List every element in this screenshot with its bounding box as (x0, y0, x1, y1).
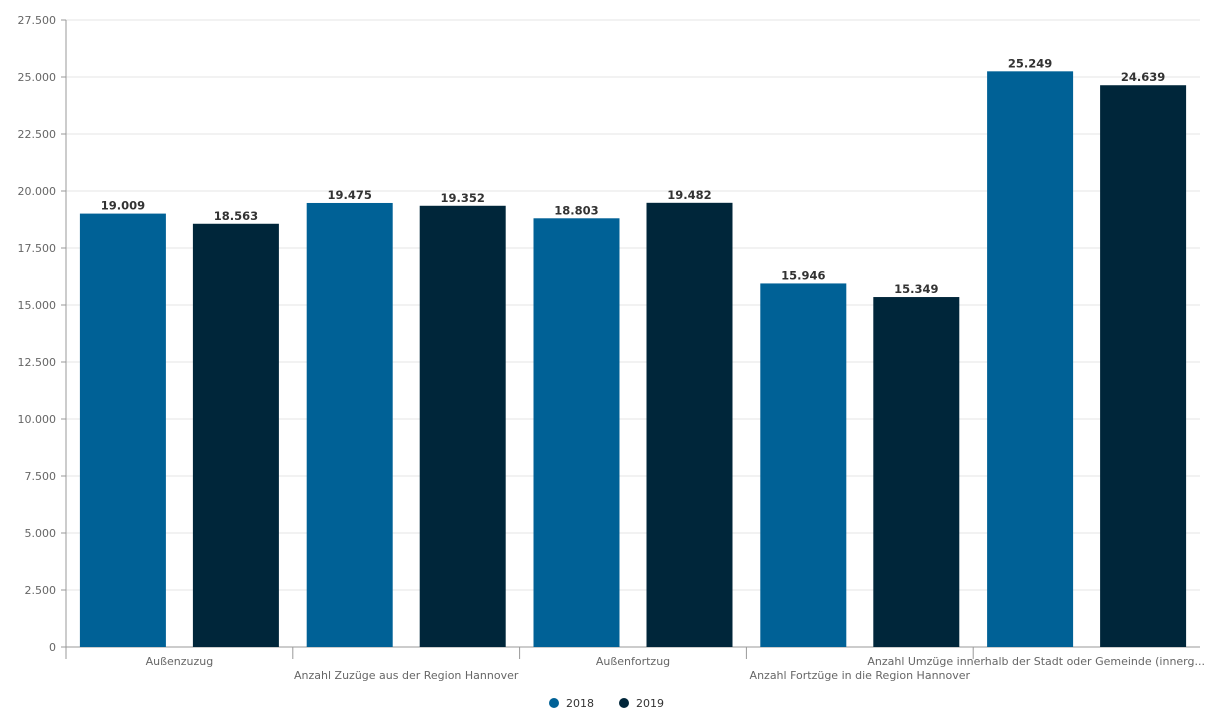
data-label: 18.803 (554, 203, 598, 217)
x-category-label: Anzahl Fortzüge in die Region Hannover (750, 669, 971, 682)
bar-2018-1[interactable] (306, 202, 393, 647)
bar-2019-0[interactable] (192, 223, 279, 647)
x-category-label: Außenfortzug (596, 655, 670, 668)
legend-label[interactable]: 2018 (566, 697, 594, 710)
data-label: 19.352 (441, 191, 485, 205)
x-category-label: Anzahl Zuzüge aus der Region Hannover (294, 669, 519, 682)
legend-marker-2019[interactable] (619, 698, 629, 708)
legend-label[interactable]: 2019 (636, 697, 664, 710)
x-category-label: Anzahl Umzüge innerhalb der Stadt oder G… (867, 655, 1205, 668)
y-tick-label: 22.500 (18, 128, 57, 141)
data-label: 25.249 (1008, 56, 1052, 70)
bar-2019-2[interactable] (646, 202, 733, 647)
y-tick-label: 15.000 (18, 299, 57, 312)
bar-2018-0[interactable] (79, 213, 166, 648)
y-tick-label: 17.500 (18, 242, 57, 255)
bars (79, 71, 1187, 648)
y-tick-label: 27.500 (18, 14, 57, 27)
data-label: 15.946 (781, 268, 825, 282)
data-label: 19.482 (667, 188, 711, 202)
data-label: 19.475 (328, 188, 372, 202)
x-category-label: Außenzuzug (146, 655, 214, 668)
bar-2019-4[interactable] (1100, 85, 1187, 648)
y-tick-label: 20.000 (18, 185, 57, 198)
data-label: 24.639 (1121, 70, 1165, 84)
y-tick-label: 7.500 (25, 470, 57, 483)
bar-2018-3[interactable] (760, 283, 847, 647)
bar-2018-2[interactable] (533, 218, 620, 647)
data-label: 15.349 (894, 282, 938, 296)
data-labels: 19.009 18.563 19.475 19.352 18.803 19.482 15.9… (101, 56, 1166, 296)
legend[interactable]: 2018 2019 (549, 697, 664, 710)
bar-2019-1[interactable] (419, 205, 506, 647)
bar-2019-3[interactable] (873, 297, 960, 647)
data-label: 19.009 (101, 199, 145, 213)
legend-marker-2018[interactable] (549, 698, 559, 708)
y-tick-label: 2.500 (25, 584, 57, 597)
y-tick-label: 12.500 (18, 356, 57, 369)
y-tick-label: 25.000 (18, 71, 57, 84)
data-label: 18.563 (214, 209, 258, 223)
bar-2018-4[interactable] (987, 71, 1074, 647)
axes: 0 2.500 5.000 7.500 10.000 12.500 15.000 17.500… (18, 14, 1206, 682)
y-tick-label: 5.000 (25, 527, 57, 540)
y-tick-label: 10.000 (18, 413, 57, 426)
y-tick-label: 0 (49, 641, 56, 654)
